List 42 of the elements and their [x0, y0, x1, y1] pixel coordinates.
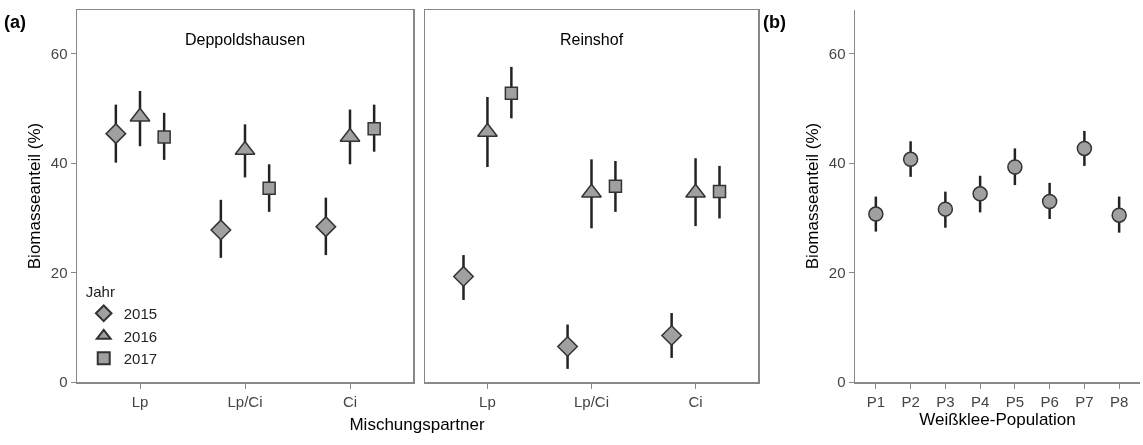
y-tick-label: 40: [50, 154, 68, 172]
point: [1041, 193, 1058, 210]
x-tick-label: P5: [1005, 392, 1025, 410]
y-tick-label: 60: [50, 45, 68, 63]
point: [902, 151, 919, 168]
x-tick-label: Ci: [342, 392, 358, 410]
point: [1111, 207, 1127, 223]
legend-label: 2015: [123, 305, 158, 323]
y-tick-label: 40: [828, 154, 846, 172]
x-axis-title: Weißklee-Population: [919, 409, 1076, 429]
point: [1076, 140, 1093, 157]
legend-title: Jahr: [85, 283, 115, 301]
y-tick-label: 0: [59, 373, 68, 391]
point: [937, 201, 954, 217]
x-tick-label: P6: [1040, 392, 1059, 410]
text: Reinshof: [559, 31, 624, 49]
text: (b): [763, 12, 786, 32]
x-tick-label: P4: [970, 392, 990, 410]
x-tick-label: P8: [1109, 392, 1129, 410]
point: [1007, 159, 1023, 175]
x-tick-label: Ci: [688, 392, 703, 410]
x-tick-label: Lp/Ci: [573, 392, 610, 410]
text: Deppoldshausen: [184, 31, 306, 49]
y-tick-label: 0: [837, 373, 846, 391]
x-tick-label: P1: [866, 392, 886, 410]
x-tick-label: Lp: [479, 392, 496, 410]
y-axis-title: Biomasseanteil (%): [24, 122, 44, 270]
y-axis-title: Biomasseanteil (%): [802, 122, 822, 270]
y-tick-label: 20: [50, 263, 68, 281]
x-tick-label: Lp/Ci: [227, 392, 263, 410]
x-tick-label: P7: [1075, 392, 1094, 410]
x-axis-title: Mischungspartner: [348, 415, 486, 435]
x-tick-label: Lp: [131, 392, 149, 410]
point: [868, 206, 884, 222]
legend-label: 2016: [123, 327, 158, 345]
y-tick-label: 60: [828, 45, 846, 63]
point: [972, 186, 988, 202]
x-tick-label: P3: [936, 392, 955, 410]
x-tick-label: P2: [901, 392, 920, 410]
text: (a): [4, 12, 26, 32]
y-tick-label: 20: [828, 263, 846, 281]
legend-label: 2017: [123, 350, 158, 368]
